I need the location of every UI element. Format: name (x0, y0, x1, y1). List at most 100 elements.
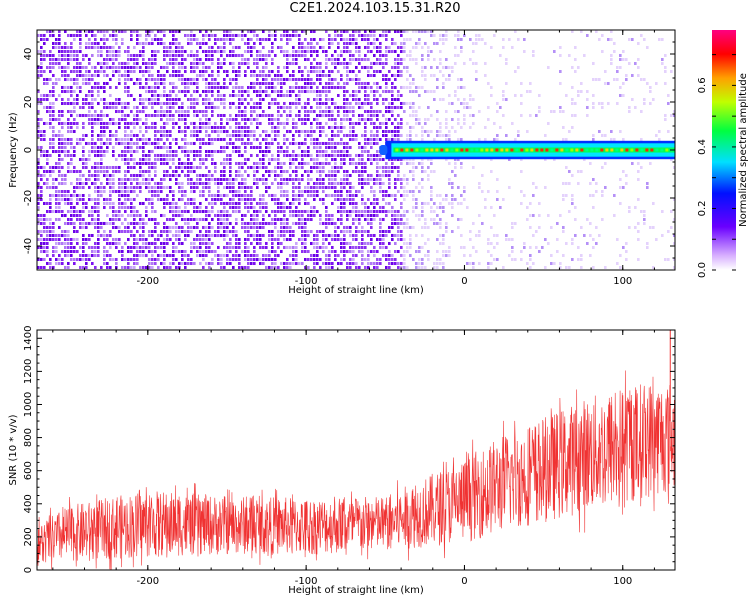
heatmap-cell (403, 86, 406, 89)
heatmap-cell (37, 214, 40, 217)
heatmap-cell (199, 42, 202, 45)
heatmap-cell (322, 186, 325, 189)
heatmap-cell (208, 150, 211, 153)
heatmap-cell (403, 194, 406, 197)
heatmap-cell (268, 134, 271, 137)
heatmap-cell (298, 110, 301, 113)
heatmap-cell (181, 254, 184, 257)
heatmap-cell (382, 30, 385, 33)
heatmap-cell (238, 266, 241, 269)
heatmap-cell (307, 234, 310, 237)
heatmap-cell (223, 266, 226, 269)
heatmap-cell (319, 162, 322, 165)
heatmap-cell (193, 106, 196, 109)
heatmap-cell (88, 102, 91, 105)
heatmap-cell (172, 138, 175, 141)
heatmap-cell (238, 130, 241, 133)
heatmap-cell (340, 30, 343, 33)
heatmap-cell (232, 182, 235, 185)
heatmap-cell (445, 66, 448, 69)
heatmap-cell (283, 106, 286, 109)
heatmap-cell (163, 222, 166, 225)
heatmap-cell (364, 110, 367, 113)
heatmap-cell (283, 162, 286, 165)
heatmap-cell (376, 62, 379, 65)
heatmap-cell (76, 250, 79, 253)
heatmap-cell (73, 34, 76, 37)
heatmap-cell (373, 202, 376, 205)
heatmap-cell (106, 150, 109, 153)
heatmap-cell (331, 174, 334, 177)
heatmap-cell (82, 158, 85, 161)
heatmap-cell (160, 234, 163, 237)
heatmap-cell (262, 54, 265, 57)
heatmap-cell (349, 174, 352, 177)
heatmap-cell (292, 102, 295, 105)
heatmap-cell (400, 158, 403, 161)
heatmap-cell (304, 58, 307, 61)
heatmap-cell (61, 214, 64, 217)
heatmap-cell (145, 170, 148, 173)
heatmap-cell (148, 74, 151, 77)
heatmap-cell (154, 126, 157, 129)
heatmap-cell (193, 134, 196, 137)
heatmap-cell (76, 202, 79, 205)
heatmap-cell (241, 162, 244, 165)
heatmap-cell (208, 154, 211, 157)
heatmap-cell (451, 230, 454, 233)
heatmap-cell (379, 34, 382, 37)
heatmap-cell (214, 130, 217, 133)
heatmap-cell (64, 50, 67, 53)
heatmap-cell (172, 62, 175, 65)
heatmap-cell (118, 30, 121, 33)
heatmap-cell (142, 110, 145, 113)
heatmap-cell (376, 98, 379, 101)
heatmap-cell (115, 190, 118, 193)
heatmap-cell (94, 86, 97, 89)
heatmap-cell (445, 118, 448, 121)
heatmap-cell (319, 102, 322, 105)
heatmap-cell (370, 34, 373, 37)
heatmap-cell (325, 234, 328, 237)
heatmap-cell (250, 30, 253, 33)
heatmap-cell (52, 238, 55, 241)
heatmap-cell (226, 130, 229, 133)
heatmap-cell (133, 134, 136, 137)
heatmap-cell (274, 78, 277, 81)
heatmap-cell (367, 110, 370, 113)
heatmap-cell (40, 242, 43, 245)
heatmap-cell (298, 222, 301, 225)
heatmap-cell (94, 46, 97, 49)
heatmap-cell (271, 142, 274, 145)
heatmap-cell (304, 238, 307, 241)
heatmap-cell (289, 90, 292, 93)
heatmap-cell (277, 146, 280, 149)
heatmap-cell (334, 58, 337, 61)
heatmap-cell (391, 90, 394, 93)
heatmap-cell (370, 142, 373, 145)
heatmap-cell (349, 70, 352, 73)
heatmap-cell (421, 166, 424, 169)
heatmap-cell (187, 34, 190, 37)
heatmap-cell (406, 70, 409, 73)
heatmap-cell (460, 86, 463, 89)
heatmap-cell (199, 182, 202, 185)
heatmap-cell (37, 122, 40, 125)
heatmap-cell (253, 86, 256, 89)
heatmap-cell (100, 98, 103, 101)
heatmap-cell (265, 206, 268, 209)
heatmap-cell (355, 78, 358, 81)
heatmap-cell (40, 246, 43, 249)
heatmap-cell (46, 162, 49, 165)
heatmap-cell (259, 242, 262, 245)
heatmap-cell (241, 142, 244, 145)
heatmap-cell (367, 50, 370, 53)
heatmap-cell (64, 122, 67, 125)
heatmap-cell (70, 50, 73, 53)
heatmap-cell (310, 106, 313, 109)
heatmap-cell (214, 150, 217, 153)
heatmap-cell (265, 66, 268, 69)
heatmap-cell (49, 266, 52, 269)
heatmap-cell (250, 82, 253, 85)
heatmap-cell (265, 134, 268, 137)
